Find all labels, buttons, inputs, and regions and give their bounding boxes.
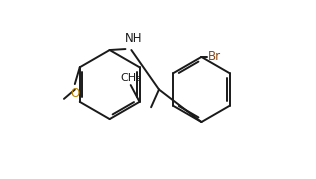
Text: O: O [70,87,79,100]
Text: NH: NH [125,33,142,45]
Text: CH₃: CH₃ [120,73,141,83]
Text: Br: Br [208,50,221,63]
